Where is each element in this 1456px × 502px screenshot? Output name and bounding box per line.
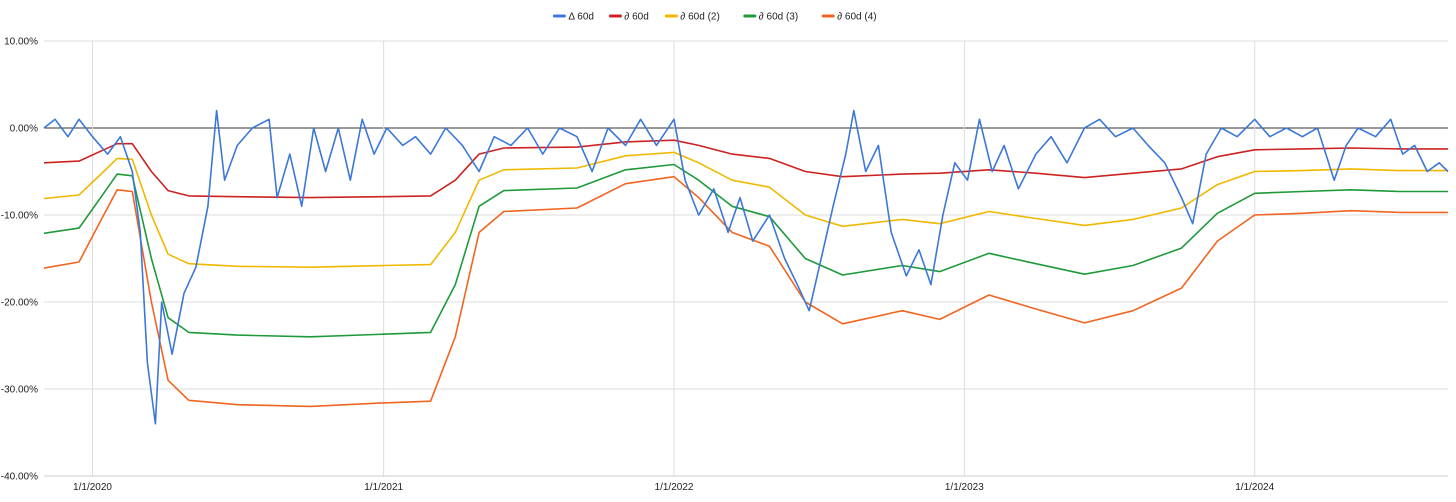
- series-line-1: [43, 139, 1448, 199]
- series-line-4: [43, 175, 1448, 408]
- y-axis: 10.00% 0.00% -10.00% -20.00% -30.00% -40.00%: [1, 37, 38, 483]
- y-tick-label: -30.00%: [1, 385, 38, 396]
- y-tick-label: -10.00%: [1, 211, 38, 222]
- x-tick-label: 1/1/2024: [1235, 482, 1274, 493]
- gridlines: [44, 40, 1448, 477]
- x-axis: 1/1/2020 1/1/2021 1/1/2022 1/1/2023 1/1/2024: [73, 482, 1275, 493]
- series-line-3: [43, 163, 1448, 338]
- x-tick-label: 1/1/2020: [73, 482, 112, 493]
- legend: Δ 60d ∂ 60d ∂ 60d (2) ∂ 60d (3) ∂ 60d (4): [552, 12, 877, 23]
- x-tick-label: 1/1/2023: [945, 482, 984, 493]
- legend-label: ∂ 60d (3): [759, 12, 798, 23]
- legend-label: ∂ 60d (2): [680, 12, 719, 23]
- x-tick-label: 1/1/2022: [655, 482, 694, 493]
- y-tick-label: 10.00%: [4, 37, 38, 48]
- legend-label: ∂ 60d: [624, 12, 648, 23]
- series-line-0: [43, 109, 1449, 425]
- y-tick-label: -20.00%: [1, 298, 38, 309]
- series-line-2: [43, 151, 1448, 268]
- y-tick-label: 0.00%: [10, 124, 38, 135]
- legend-label: ∂ 60d (4): [837, 12, 876, 23]
- series-layer: [43, 109, 1449, 425]
- y-tick-label: -40.00%: [1, 472, 38, 483]
- x-tick-label: 1/1/2021: [364, 482, 403, 493]
- legend-label: Δ 60d: [568, 12, 594, 23]
